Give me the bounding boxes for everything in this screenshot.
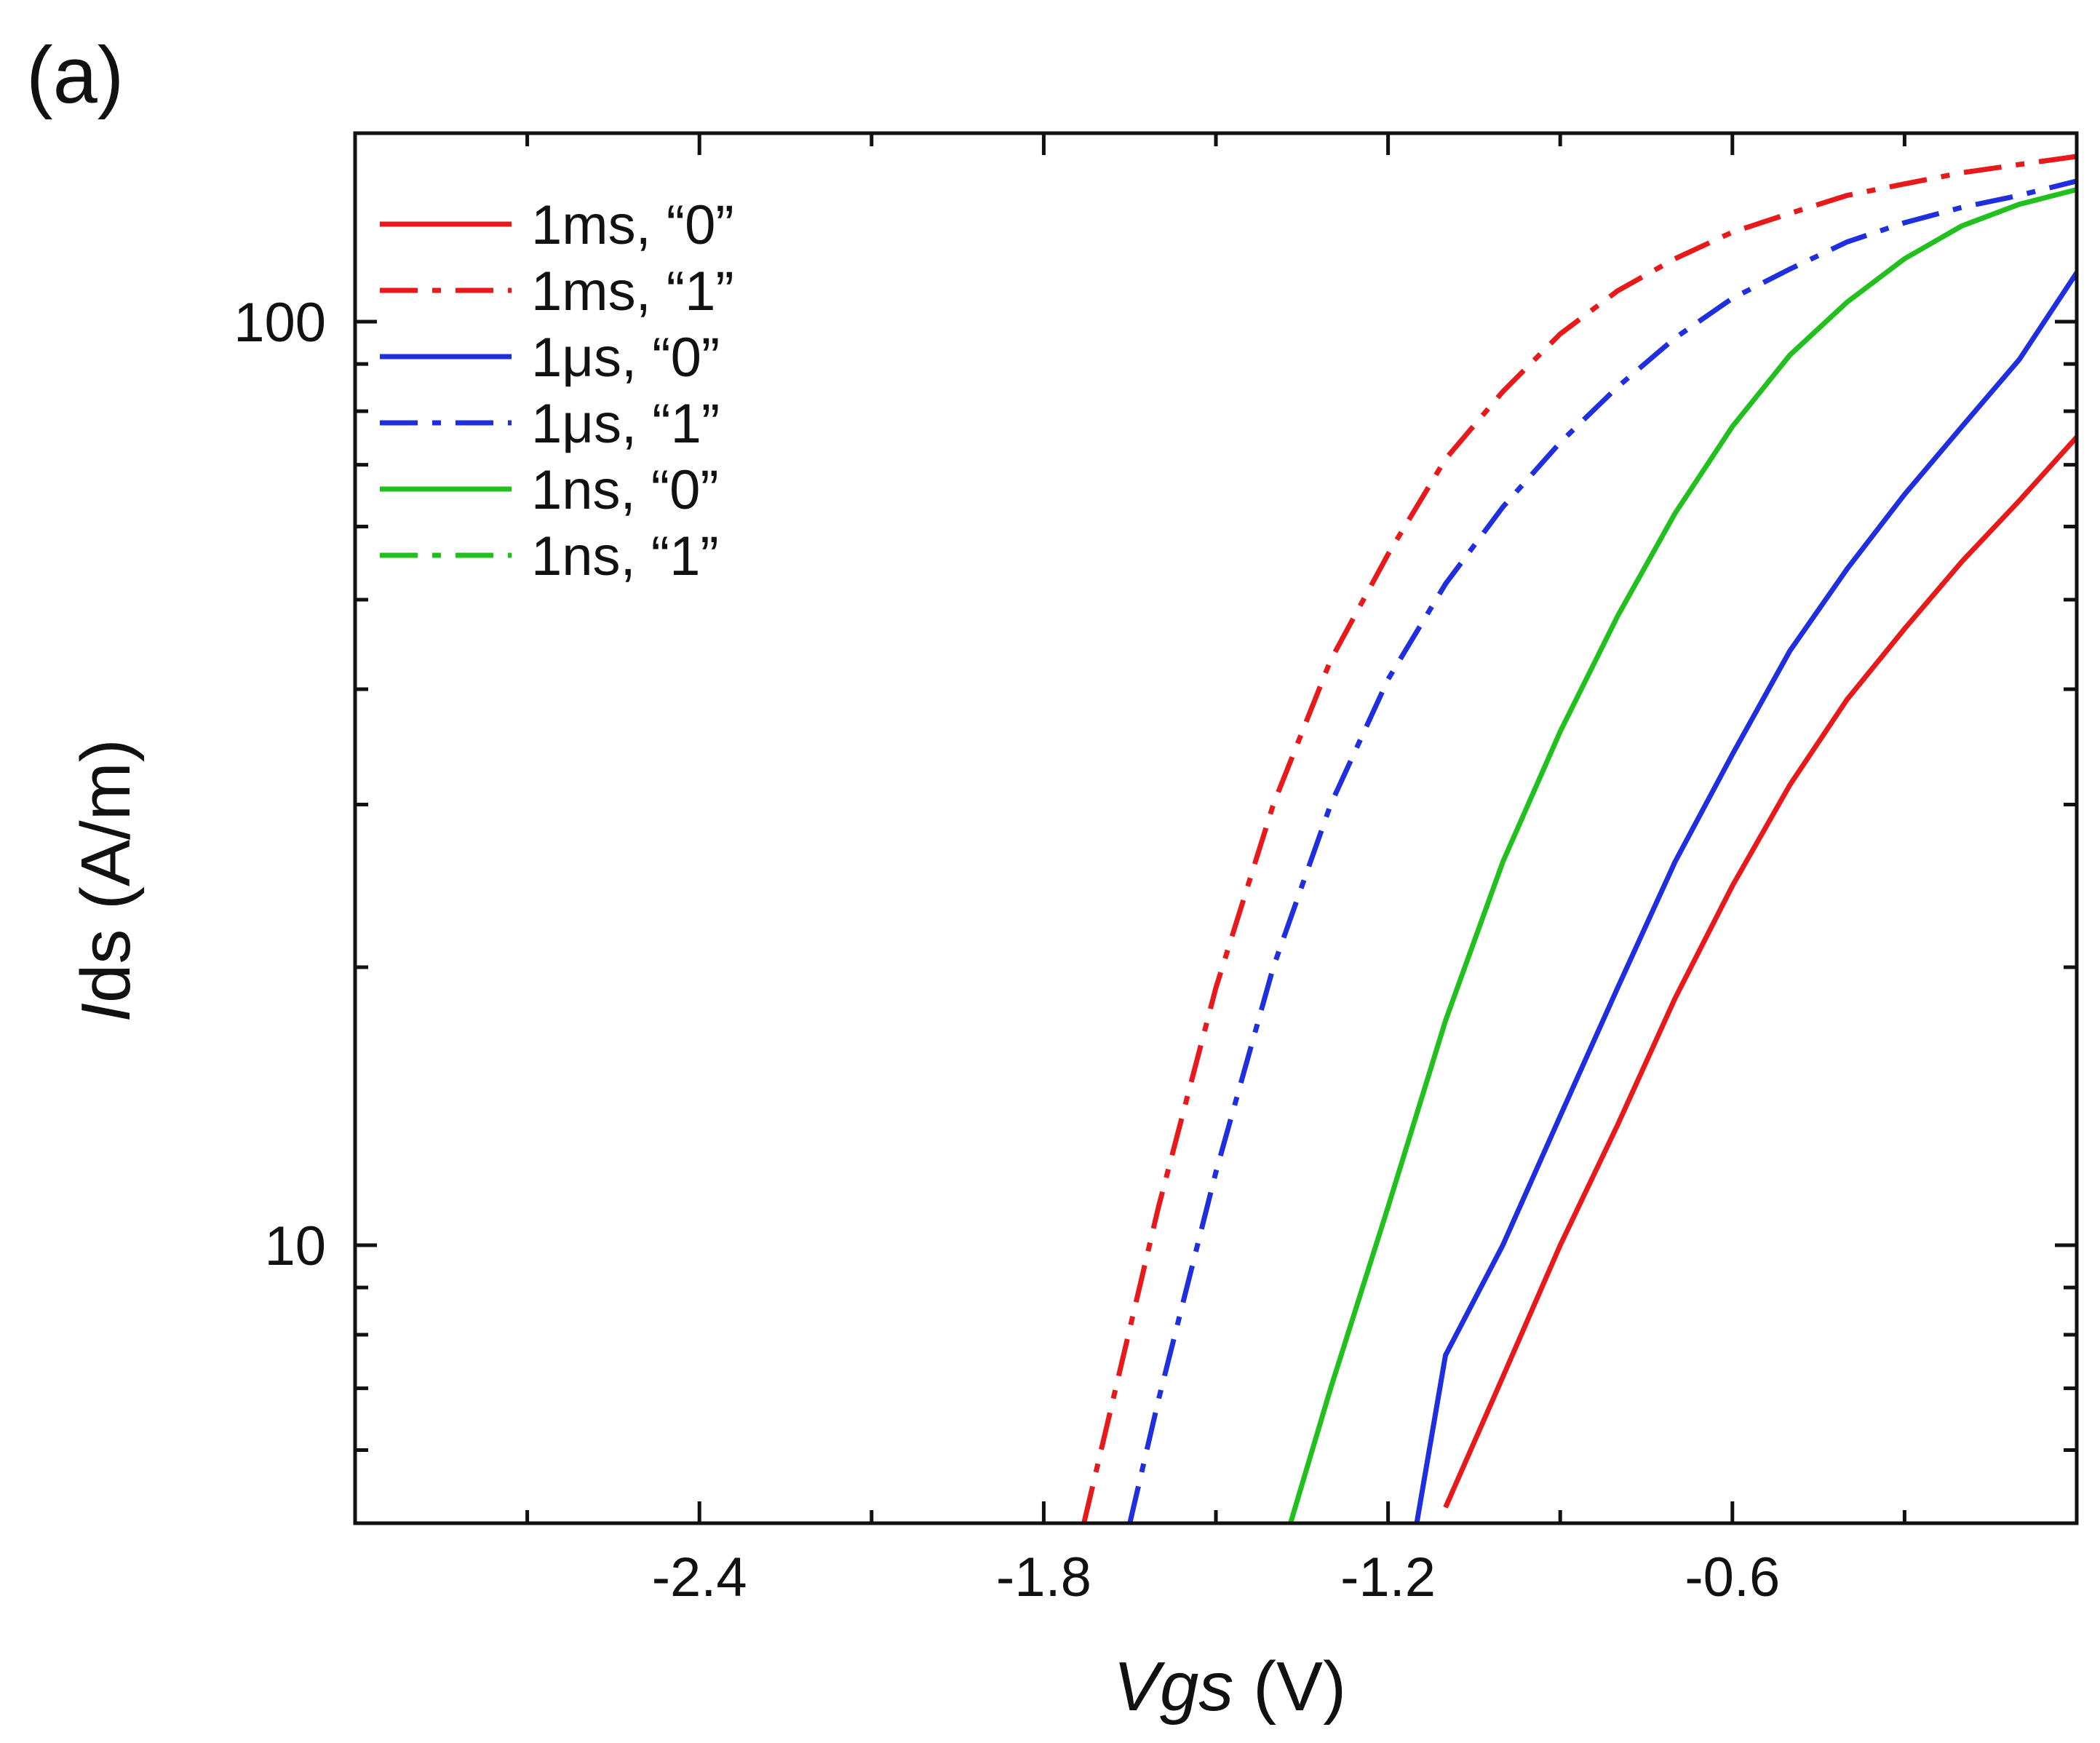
legend-item: 1ns, “0” (380, 459, 719, 521)
series-line-1 (1443, 435, 2079, 1509)
panel-label: (a) (26, 31, 124, 120)
legend-label: 1ns, “1” (531, 525, 719, 587)
legend-item: 1μs, “1” (380, 393, 720, 455)
series-line-5 (1288, 187, 2077, 1524)
legend-item: 1ns, “1” (380, 525, 719, 587)
y-tick-label: 10 (264, 1215, 326, 1277)
x-tick-label: -0.6 (1685, 1547, 1780, 1608)
series-line-2 (1081, 154, 2077, 1524)
x-axis-title: Vgs (V) (1113, 1648, 1346, 1726)
legend-label: 1μs, “1” (531, 393, 720, 455)
legend-label: 1ns, “0” (531, 459, 719, 521)
legend-label: 1ms, “0” (531, 194, 734, 256)
x-tick-label: -1.2 (1340, 1547, 1436, 1608)
series-line-4 (1127, 178, 2077, 1524)
legend: 1ms, “0”1ms, “1”1μs, “0”1μs, “1”1ns, “0”… (380, 194, 734, 587)
legend-item: 1ms, “1” (380, 261, 734, 322)
x-tick-label: -1.8 (996, 1547, 1091, 1608)
axis-ticks (355, 133, 2077, 1523)
x-tick-label: -2.4 (652, 1547, 747, 1608)
legend-label: 1ms, “1” (531, 261, 734, 322)
series-line-3 (1414, 271, 2079, 1524)
series-curves (1081, 154, 2079, 1524)
axis-tick-labels: -2.4 -1.8 -1.2 -0.6 10 100 (234, 292, 1780, 1608)
legend-label: 1μs, “0” (531, 327, 720, 389)
legend-item: 1ms, “0” (380, 194, 734, 256)
y-axis-title: Ids (A/m) (67, 739, 145, 1022)
y-tick-label: 100 (234, 292, 326, 354)
legend-item: 1μs, “0” (380, 327, 720, 389)
